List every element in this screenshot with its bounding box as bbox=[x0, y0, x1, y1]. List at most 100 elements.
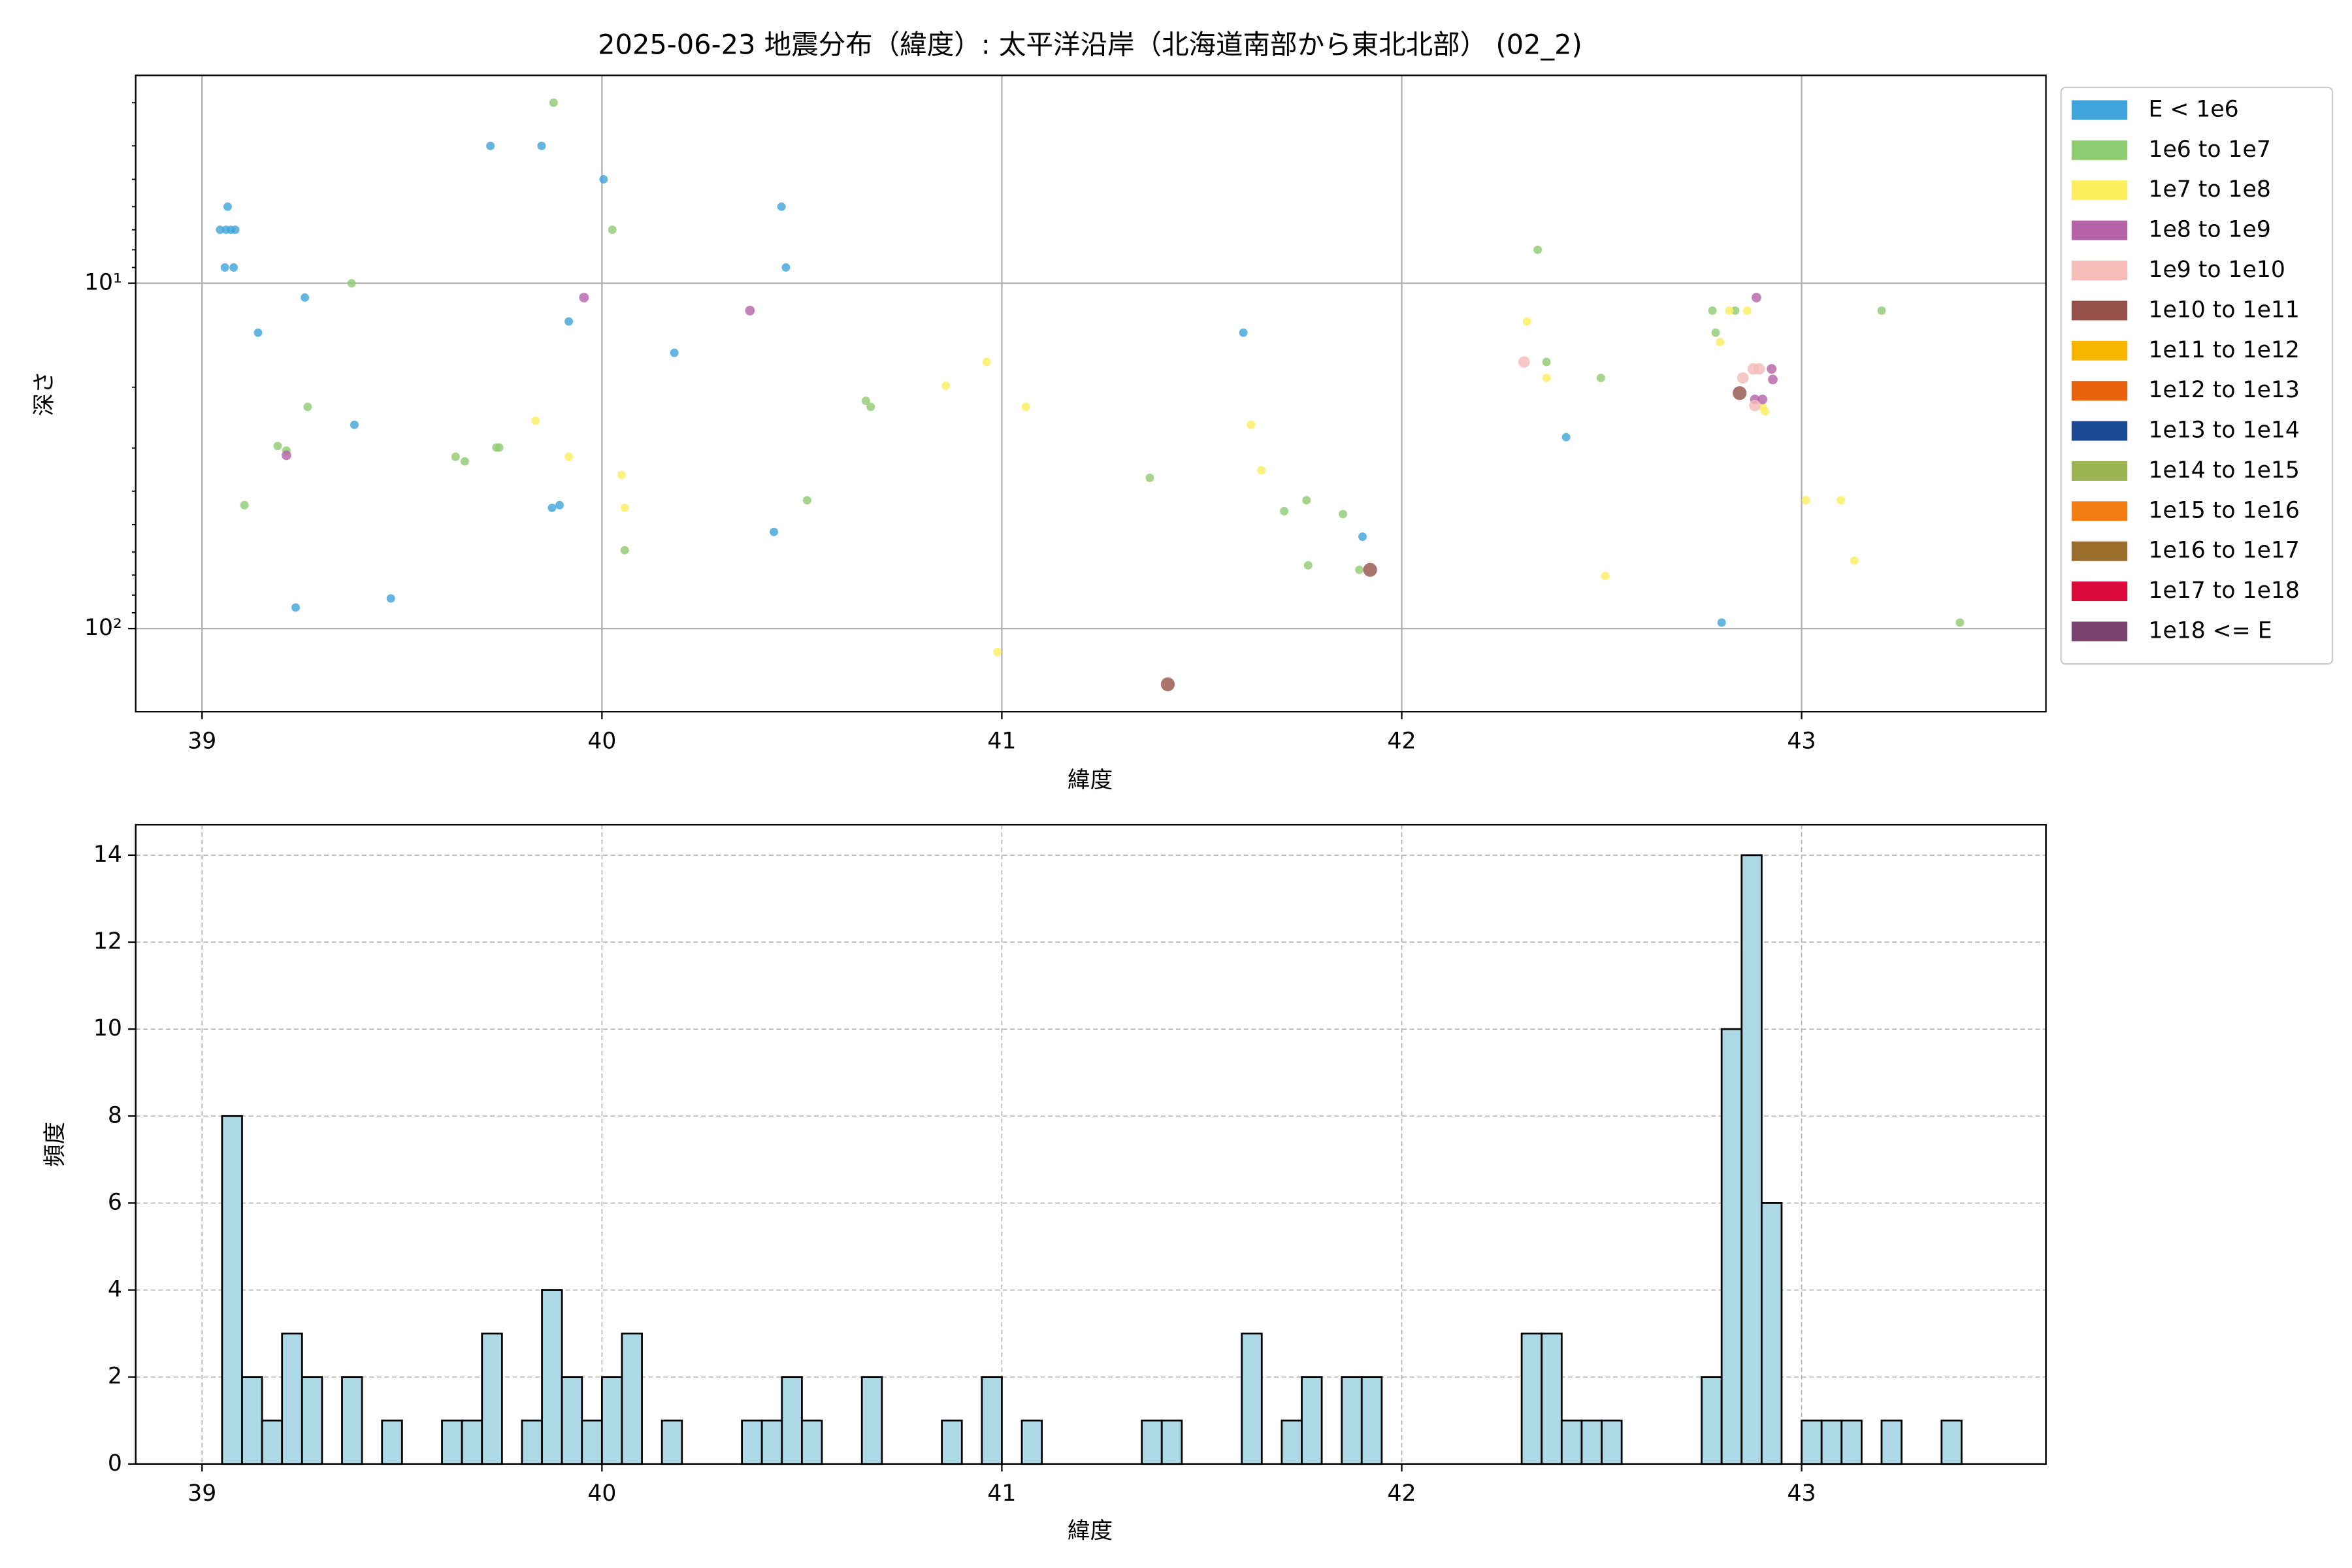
histogram-bar bbox=[1580, 1419, 1603, 1465]
histogram-bar bbox=[661, 1419, 683, 1465]
data-point bbox=[1725, 306, 1734, 315]
x-tick-label: 39 bbox=[188, 728, 216, 754]
data-point bbox=[347, 279, 356, 288]
data-point bbox=[620, 546, 629, 555]
data-point bbox=[564, 317, 574, 326]
histogram-bar bbox=[341, 1376, 363, 1465]
histogram-bar bbox=[1301, 1376, 1323, 1465]
histogram-bar bbox=[261, 1419, 284, 1465]
data-point bbox=[670, 348, 679, 357]
data-point bbox=[460, 457, 469, 466]
legend-swatch bbox=[2071, 581, 2128, 602]
histogram-bar bbox=[1701, 1376, 1723, 1465]
data-point bbox=[291, 603, 300, 612]
x-tick-label: 41 bbox=[987, 1480, 1016, 1507]
data-point bbox=[1247, 420, 1256, 429]
legend-label: 1e16 to 1e17 bbox=[2148, 538, 2299, 564]
data-point bbox=[1522, 317, 1531, 326]
data-point bbox=[1850, 556, 1859, 565]
histogram-bar bbox=[1021, 1419, 1043, 1465]
data-point bbox=[1731, 306, 1740, 315]
data-point bbox=[1596, 374, 1605, 382]
legend-label: 1e18 <= E bbox=[2148, 617, 2272, 644]
data-point bbox=[1561, 433, 1571, 442]
data-point bbox=[1021, 402, 1030, 412]
legend-swatch bbox=[2071, 261, 2128, 280]
histogram-bar bbox=[941, 1419, 963, 1465]
data-point bbox=[802, 496, 811, 505]
y-tick-label: 4 bbox=[108, 1277, 122, 1303]
data-point bbox=[303, 402, 312, 412]
data-point bbox=[555, 500, 564, 510]
data-point bbox=[1767, 364, 1777, 374]
data-point bbox=[1737, 372, 1749, 384]
data-point bbox=[982, 357, 991, 367]
data-point bbox=[1601, 572, 1610, 580]
x-axis-label: 緯度 bbox=[1068, 767, 1113, 793]
y-tick-label: 10² bbox=[84, 615, 122, 641]
data-point bbox=[531, 416, 540, 425]
legend-swatch bbox=[2071, 180, 2128, 201]
data-point bbox=[301, 293, 310, 302]
histogram-bar bbox=[860, 1376, 883, 1465]
data-point bbox=[745, 306, 755, 316]
x-tick-label: 43 bbox=[1788, 728, 1816, 754]
data-point bbox=[1752, 293, 1761, 302]
data-point bbox=[1742, 306, 1752, 315]
histogram-bar bbox=[1760, 1202, 1783, 1465]
data-point bbox=[620, 503, 629, 512]
histogram-bar bbox=[1520, 1332, 1543, 1465]
legend-swatch bbox=[2071, 421, 2128, 441]
data-point bbox=[1711, 328, 1720, 337]
histogram-bar bbox=[221, 1115, 243, 1465]
histogram-bar bbox=[981, 1376, 1003, 1465]
histogram-bar bbox=[741, 1419, 763, 1465]
legend-swatch bbox=[2071, 220, 2128, 240]
data-point bbox=[1302, 496, 1311, 505]
histogram-bar bbox=[1560, 1419, 1583, 1465]
x-tick-label: 41 bbox=[987, 728, 1016, 754]
data-point bbox=[229, 263, 238, 272]
data-point bbox=[1716, 338, 1725, 347]
legend-swatch bbox=[2071, 621, 2128, 642]
data-point bbox=[1160, 677, 1175, 691]
histogram-bar bbox=[1241, 1332, 1263, 1465]
data-point bbox=[1708, 306, 1717, 315]
data-point bbox=[1749, 399, 1761, 412]
data-point bbox=[1355, 565, 1364, 574]
histogram-bar bbox=[1840, 1419, 1863, 1465]
data-point bbox=[599, 175, 608, 184]
data-point bbox=[1761, 407, 1770, 416]
y-tick-label: 10¹ bbox=[84, 270, 122, 296]
data-point bbox=[1257, 466, 1266, 475]
chart-title: 2025-06-23 地震分布（緯度）: 太平洋沿岸（北海道南部から東北北部） … bbox=[598, 29, 1582, 61]
histogram-bar bbox=[541, 1289, 563, 1465]
data-point bbox=[451, 452, 460, 461]
data-point bbox=[495, 443, 504, 452]
y-tick-label: 8 bbox=[108, 1102, 122, 1128]
histogram-bar bbox=[581, 1419, 603, 1465]
data-point bbox=[1339, 510, 1347, 519]
legend-label: 1e10 to 1e11 bbox=[2148, 297, 2299, 323]
legend-swatch bbox=[2071, 301, 2128, 321]
data-point bbox=[564, 452, 574, 461]
histogram-bar bbox=[481, 1332, 503, 1465]
histogram-bar bbox=[621, 1332, 643, 1465]
histogram-bar bbox=[1940, 1419, 1963, 1465]
x-tick-label: 40 bbox=[587, 1480, 616, 1507]
data-point bbox=[1768, 374, 1778, 385]
y-tick-label: 10 bbox=[93, 1015, 122, 1041]
data-point bbox=[1303, 561, 1313, 570]
x-axis-label: 緯度 bbox=[1068, 1518, 1113, 1544]
legend-label: 1e13 to 1e14 bbox=[2148, 417, 2299, 444]
data-point bbox=[861, 397, 870, 405]
y-tick-label: 0 bbox=[108, 1450, 122, 1477]
data-point bbox=[240, 500, 249, 510]
data-point bbox=[1145, 473, 1154, 482]
legend-swatch bbox=[2071, 381, 2128, 401]
legend-label: 1e14 to 1e15 bbox=[2148, 457, 2299, 483]
data-point bbox=[386, 594, 395, 603]
histogram-bar bbox=[1141, 1419, 1163, 1465]
